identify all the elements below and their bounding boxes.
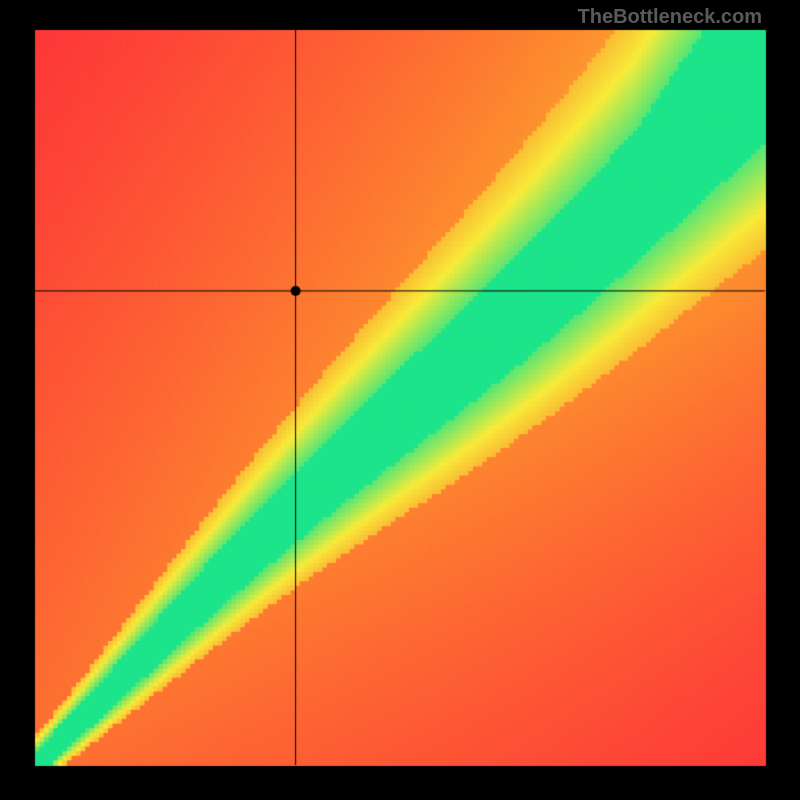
watermark-text: TheBottleneck.com <box>578 6 762 29</box>
bottleneck-heatmap <box>0 0 800 800</box>
chart-container: { "canvas": { "width": 800, "height": 80… <box>0 0 800 800</box>
